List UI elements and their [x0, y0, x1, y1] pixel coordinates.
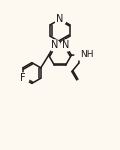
Text: N: N — [51, 40, 58, 50]
Text: F: F — [20, 73, 26, 83]
Text: NH: NH — [80, 50, 93, 59]
Text: N: N — [56, 14, 64, 24]
Text: N: N — [62, 40, 69, 50]
